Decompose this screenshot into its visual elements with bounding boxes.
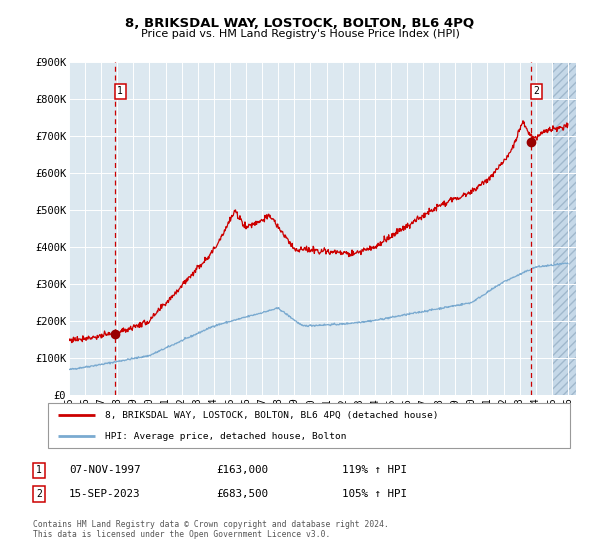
Text: 8, BRIKSDAL WAY, LOSTOCK, BOLTON, BL6 4PQ: 8, BRIKSDAL WAY, LOSTOCK, BOLTON, BL6 4P… bbox=[125, 17, 475, 30]
Text: 07-NOV-1997: 07-NOV-1997 bbox=[69, 465, 140, 475]
Text: Price paid vs. HM Land Registry's House Price Index (HPI): Price paid vs. HM Land Registry's House … bbox=[140, 29, 460, 39]
Text: 8, BRIKSDAL WAY, LOSTOCK, BOLTON, BL6 4PQ (detached house): 8, BRIKSDAL WAY, LOSTOCK, BOLTON, BL6 4P… bbox=[106, 411, 439, 420]
Text: £683,500: £683,500 bbox=[216, 489, 268, 499]
Text: HPI: Average price, detached house, Bolton: HPI: Average price, detached house, Bolt… bbox=[106, 432, 347, 441]
Text: £163,000: £163,000 bbox=[216, 465, 268, 475]
Text: 119% ↑ HPI: 119% ↑ HPI bbox=[342, 465, 407, 475]
Bar bbox=[552, 62, 576, 395]
Text: 1: 1 bbox=[36, 465, 42, 475]
Text: 2: 2 bbox=[533, 86, 539, 96]
Text: 105% ↑ HPI: 105% ↑ HPI bbox=[342, 489, 407, 499]
Text: 15-SEP-2023: 15-SEP-2023 bbox=[69, 489, 140, 499]
FancyBboxPatch shape bbox=[48, 403, 570, 448]
Text: 1: 1 bbox=[117, 86, 123, 96]
Text: Contains HM Land Registry data © Crown copyright and database right 2024.
This d: Contains HM Land Registry data © Crown c… bbox=[33, 520, 389, 539]
Text: 2: 2 bbox=[36, 489, 42, 499]
